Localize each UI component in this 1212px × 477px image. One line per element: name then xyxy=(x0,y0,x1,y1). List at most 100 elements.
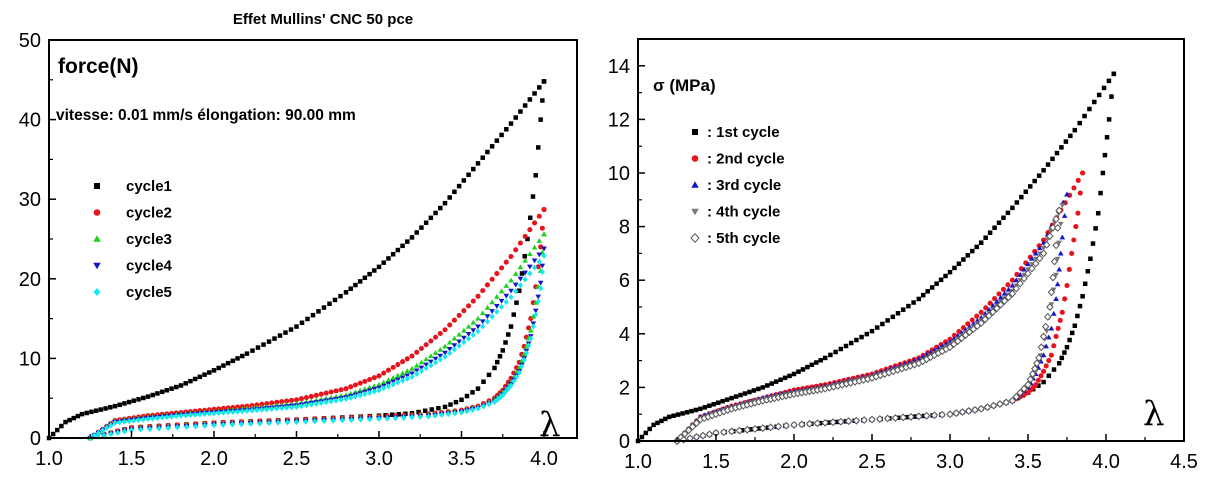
data-point xyxy=(390,381,396,388)
data-point xyxy=(992,225,997,230)
data-point xyxy=(537,85,542,90)
data-point xyxy=(531,258,538,264)
data-point xyxy=(715,400,721,405)
data-point xyxy=(156,425,162,432)
data-point xyxy=(997,300,1005,309)
data-point xyxy=(456,342,462,349)
data-point xyxy=(428,353,434,359)
data-point xyxy=(541,231,547,237)
data-point xyxy=(211,422,217,429)
data-point xyxy=(466,172,471,178)
data-point xyxy=(165,424,171,431)
data-point xyxy=(907,412,915,421)
data-point xyxy=(759,424,767,433)
legend-marker xyxy=(93,288,101,296)
data-point xyxy=(519,271,525,276)
data-point xyxy=(399,370,406,376)
data-point xyxy=(541,206,547,213)
data-point xyxy=(1049,273,1057,282)
data-point xyxy=(479,310,486,316)
data-point xyxy=(372,268,377,273)
data-point xyxy=(1010,205,1015,211)
data-point xyxy=(983,403,992,412)
data-point xyxy=(1043,363,1049,369)
x-tick-label: 1.5 xyxy=(702,451,730,473)
data-point xyxy=(1048,325,1055,331)
data-point xyxy=(965,253,971,258)
stress-chart: 1.0 1.5 2.0 2.5 3.0 3.5 4.0 4.5 0 2 4 6 8 10 12 14 σ (… xyxy=(608,38,1198,473)
data-point xyxy=(1100,170,1106,176)
data-point xyxy=(947,269,953,275)
data-point xyxy=(395,247,401,253)
data-point xyxy=(357,380,363,386)
legend: cycle1 cycle2 cycle3 cycle4 cycle5 xyxy=(93,178,173,301)
data-point xyxy=(1073,224,1079,230)
data-point xyxy=(1054,256,1061,262)
data-point xyxy=(395,379,401,386)
data-point xyxy=(192,376,198,382)
data-point xyxy=(489,313,495,320)
data-point xyxy=(453,399,459,405)
data-point xyxy=(497,394,503,401)
y-tick-label: 50 xyxy=(19,30,41,52)
data-point xyxy=(743,425,751,434)
chart-title: Effet Mullins' CNC 50 pce xyxy=(233,11,413,28)
data-point xyxy=(299,320,305,326)
data-point xyxy=(1026,375,1035,384)
data-point xyxy=(471,166,476,172)
data-point xyxy=(75,413,81,419)
data-point xyxy=(1050,310,1057,316)
data-point xyxy=(536,258,542,265)
legend-item: cycle1 xyxy=(94,178,172,195)
data-point xyxy=(885,318,890,323)
data-point xyxy=(484,282,490,288)
data-point xyxy=(1062,350,1067,355)
data-point xyxy=(266,420,272,427)
data-point xyxy=(720,398,725,404)
data-point xyxy=(993,304,1001,313)
data-point xyxy=(418,359,425,365)
data-point xyxy=(1014,200,1020,205)
data-point xyxy=(371,383,378,389)
data-point xyxy=(380,379,387,385)
data-point xyxy=(1096,92,1102,98)
data-point xyxy=(492,365,497,371)
data-point xyxy=(433,210,438,216)
data-point xyxy=(1025,390,1031,396)
data-point xyxy=(489,299,495,305)
data-point xyxy=(461,339,467,346)
data-point xyxy=(145,415,151,422)
data-point xyxy=(1080,170,1086,176)
data-point xyxy=(269,405,275,412)
data-point xyxy=(418,365,425,371)
data-point xyxy=(1088,256,1093,262)
data-point xyxy=(293,419,300,426)
data-point xyxy=(1024,269,1032,278)
data-point xyxy=(211,410,217,417)
data-point xyxy=(522,276,528,283)
data-point xyxy=(1028,370,1037,378)
data-point xyxy=(1012,284,1020,293)
data-point xyxy=(809,362,815,368)
data-point xyxy=(1017,272,1024,277)
data-point xyxy=(837,417,845,426)
data-point xyxy=(169,386,174,391)
data-point xyxy=(1111,71,1117,77)
data-point xyxy=(1054,281,1061,287)
data-point xyxy=(996,220,1002,226)
data-point xyxy=(826,420,831,425)
data-point xyxy=(437,346,444,352)
data-point xyxy=(446,347,453,352)
data-point xyxy=(442,343,448,349)
data-point xyxy=(805,419,814,428)
data-point xyxy=(288,327,294,332)
data-point xyxy=(343,290,349,295)
data-point xyxy=(451,346,458,353)
data-point xyxy=(94,433,100,440)
data-point xyxy=(202,422,208,429)
data-point xyxy=(541,79,547,84)
data-point xyxy=(409,353,415,359)
data-point xyxy=(79,411,85,417)
data-point xyxy=(89,409,94,415)
